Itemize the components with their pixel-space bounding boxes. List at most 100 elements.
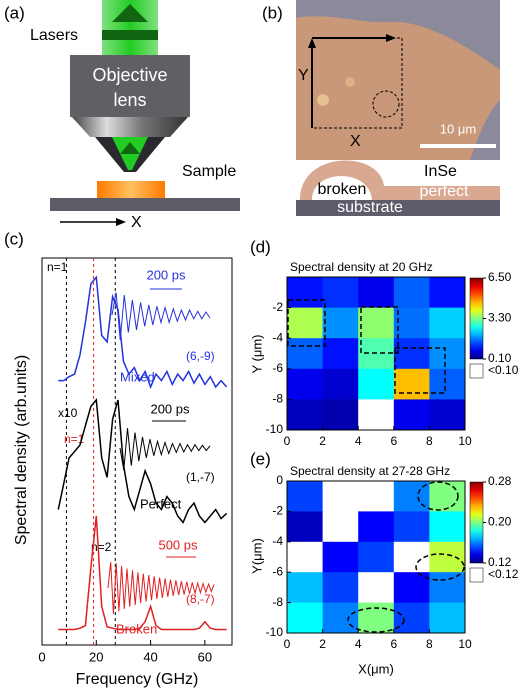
x-tick-label: 2 [319, 637, 326, 651]
series-label: Perfect [140, 496, 182, 511]
heat-cell [429, 277, 466, 309]
heat-cell [287, 399, 324, 431]
x-tick-label: 4 [355, 434, 362, 448]
heat-cell [322, 511, 359, 543]
annotation: n=1 [47, 260, 68, 274]
heat-cell [429, 307, 466, 339]
heat-cell [429, 338, 466, 370]
heat-cell [322, 277, 359, 309]
substrate-label: substrate [337, 199, 403, 216]
heat-cell [358, 277, 395, 309]
plot-frame [41, 257, 233, 646]
heat-cell [287, 511, 324, 543]
x-tick-label: 60 [198, 649, 212, 664]
panel-b: (b) Y X 10 μm substrate broken perfect I… [262, 0, 500, 216]
micrograph-background [296, 0, 500, 70]
heat-cell [393, 277, 430, 309]
heat-cell [393, 602, 430, 634]
panel-d: (d) Spectral density at 20 GHz Y (μm) [249, 237, 432, 373]
sample-label: Sample [182, 163, 236, 180]
objective-label: lens [113, 90, 146, 110]
annotation: 200 ps [146, 267, 186, 282]
heat-cell [429, 572, 466, 604]
x-axis-label: X(μm) [358, 661, 394, 676]
heat-cell [393, 368, 430, 400]
colorbar [469, 277, 484, 360]
heat-cell [287, 368, 324, 400]
heat-cell [322, 572, 359, 604]
heat-cell [393, 399, 430, 431]
x-tick-label: 0 [284, 637, 291, 651]
heat-cell [429, 368, 466, 400]
heat-cell [358, 481, 395, 512]
heat-cell [322, 481, 359, 512]
scale-label: 10 μm [440, 121, 476, 136]
highlight-ellipse [415, 553, 465, 581]
heat-cell [287, 541, 324, 573]
y-tick-label: -6 [272, 564, 283, 578]
heat-cell [287, 307, 324, 339]
highlight-box [394, 347, 446, 394]
heat-cell [393, 307, 430, 339]
chart-title: Spectral density at 20 GHz [290, 260, 433, 274]
annotation: n=1 [64, 432, 85, 446]
y-axis-label: Y(μm) [249, 538, 264, 574]
objective [70, 55, 190, 117]
y-arrow-head [308, 38, 316, 48]
heat-cell [322, 602, 359, 634]
y-axis-label: Y (μm) [249, 334, 264, 373]
panel-e: (e) Spectral density at 27-28 GHz Y(μm) … [249, 449, 450, 676]
heat-cell [322, 399, 359, 431]
colorbar-label: 0.10 [488, 351, 512, 365]
x-tick-label: 6 [390, 434, 397, 448]
heat-cell [287, 338, 324, 370]
plot-frame [286, 480, 466, 634]
heat-cell [287, 481, 324, 512]
heat-cell [358, 541, 395, 573]
heat-cell [358, 511, 395, 543]
x-tick-label: 2 [319, 434, 326, 448]
colorbar-label: 3.30 [488, 311, 512, 325]
panel-label: (e) [250, 449, 271, 468]
heat-cell [358, 399, 395, 431]
colorbar [469, 481, 484, 564]
heat-cell [322, 541, 359, 573]
y-tick-label: -8 [272, 392, 283, 406]
panel-c: (c) Frequency (GHz) Spectral density (ar… [4, 229, 233, 688]
layer-label: InSe [424, 163, 457, 180]
inset-trace [111, 292, 211, 341]
spot [345, 77, 355, 87]
x-label: X [131, 214, 142, 231]
heat-cell [358, 572, 395, 604]
beam-arrow [120, 142, 140, 154]
x-tick-label: 4 [355, 637, 362, 651]
heat-cell [322, 368, 359, 400]
panel-label: (d) [250, 237, 271, 256]
series-line [58, 515, 227, 631]
substrate [296, 200, 500, 216]
marker-circle [372, 90, 400, 118]
lasers-label: Lasers [30, 27, 78, 44]
colorbar-label: 0.20 [488, 515, 512, 529]
x-tick-label: 8 [426, 637, 433, 651]
panel-a: (a) Lasers Objective lens Sample X [4, 0, 240, 231]
objective-ring [72, 117, 188, 137]
inse-bubble [300, 160, 384, 200]
y-tick-label: 0 [276, 473, 283, 487]
colorbar-label: 0.12 [488, 555, 512, 569]
colorbar-below [469, 363, 484, 379]
heat-cell [358, 368, 395, 400]
annotation: 200 ps [150, 401, 190, 416]
heat-cell [429, 399, 466, 431]
heat-cell [393, 572, 430, 604]
inset-trace [119, 428, 211, 471]
heat-cell [393, 338, 430, 370]
series-line [57, 398, 228, 524]
y-tick-label: -2 [272, 504, 283, 518]
spot [317, 94, 329, 106]
heat-cell [393, 511, 430, 543]
x-tick-label: 6 [390, 637, 397, 651]
plot-frame [286, 276, 466, 431]
panel-label: (a) [4, 3, 25, 22]
heat-cell [322, 307, 359, 339]
